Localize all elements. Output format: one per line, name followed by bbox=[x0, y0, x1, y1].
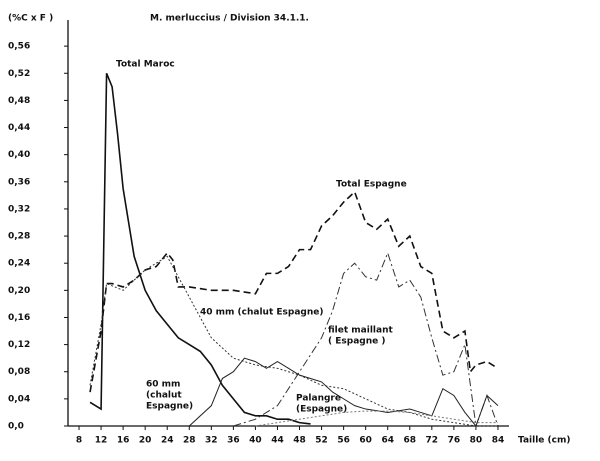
x-tick-label: 48 bbox=[293, 436, 306, 446]
x-tick-label: 40 bbox=[249, 436, 262, 446]
y-tick-label: 0,56 bbox=[8, 42, 30, 52]
y-tick-label: 0,08 bbox=[8, 367, 30, 377]
annotation: Espagne) bbox=[146, 402, 193, 412]
data-line bbox=[89, 255, 498, 427]
y-tick-label: 0,16 bbox=[8, 313, 30, 323]
x-tick-label: 36 bbox=[227, 436, 240, 446]
x-axis-label: Taille (cm) bbox=[518, 436, 570, 446]
x-tick-label: 12 bbox=[95, 436, 108, 446]
data-line bbox=[255, 410, 498, 427]
x-tick-label: 20 bbox=[139, 436, 152, 446]
annotation: Total Espagne bbox=[336, 180, 407, 190]
data-line bbox=[188, 357, 499, 428]
x-tick-label: 28 bbox=[183, 436, 196, 446]
y-tick-label: 0,24 bbox=[8, 259, 30, 269]
y-tick-label: 0,28 bbox=[8, 232, 30, 242]
x-tick-label: 8 bbox=[76, 436, 82, 446]
data-line bbox=[89, 190, 499, 393]
annotation: ( Espagne ) bbox=[328, 337, 385, 347]
x-tick-label: 44 bbox=[271, 436, 284, 446]
x-tick-label: 76 bbox=[448, 436, 461, 446]
x-tick-label: 84 bbox=[492, 436, 505, 446]
annotation: (chalut bbox=[146, 391, 182, 401]
y-tick-label: 0,40 bbox=[8, 150, 30, 160]
annotation: Total Maroc bbox=[116, 60, 175, 70]
y-tick-label: 0,32 bbox=[8, 204, 30, 214]
y-tick-label: 0,36 bbox=[8, 177, 30, 187]
y-tick-label: 0,44 bbox=[8, 123, 30, 133]
y-axis-label: (%C x F ) bbox=[8, 14, 53, 24]
x-tick-label: 24 bbox=[161, 436, 174, 446]
annotation: Palangre bbox=[296, 394, 341, 404]
x-tick-label: 68 bbox=[404, 436, 417, 446]
x-tick-label: 64 bbox=[381, 436, 394, 446]
x-tick-label: 80 bbox=[470, 436, 483, 446]
annotation: 40 mm (chalut Espagne) bbox=[200, 308, 324, 318]
chart-title: M. merluccius / Division 34.1.1. bbox=[150, 14, 309, 24]
x-tick-label: 60 bbox=[359, 436, 372, 446]
y-tick-label: 0,12 bbox=[8, 340, 30, 350]
x-tick-label: 72 bbox=[426, 436, 439, 446]
y-tick-label: 0,04 bbox=[8, 394, 30, 404]
y-tick-label: 0,20 bbox=[8, 286, 30, 296]
x-tick-label: 16 bbox=[117, 436, 130, 446]
x-tick-label: 32 bbox=[205, 436, 218, 446]
y-tick-label: 0,52 bbox=[8, 69, 30, 79]
y-tick-label: 0,0 bbox=[8, 422, 24, 432]
annotation: (Espagne) bbox=[296, 405, 347, 415]
y-tick-label: 0,48 bbox=[8, 96, 30, 106]
data-line bbox=[233, 251, 499, 427]
data-line bbox=[89, 72, 311, 425]
x-tick-label: 52 bbox=[315, 436, 328, 446]
annotation: 60 mm bbox=[146, 380, 180, 390]
annotation: filet maillant bbox=[328, 326, 393, 336]
x-tick-label: 56 bbox=[337, 436, 350, 446]
